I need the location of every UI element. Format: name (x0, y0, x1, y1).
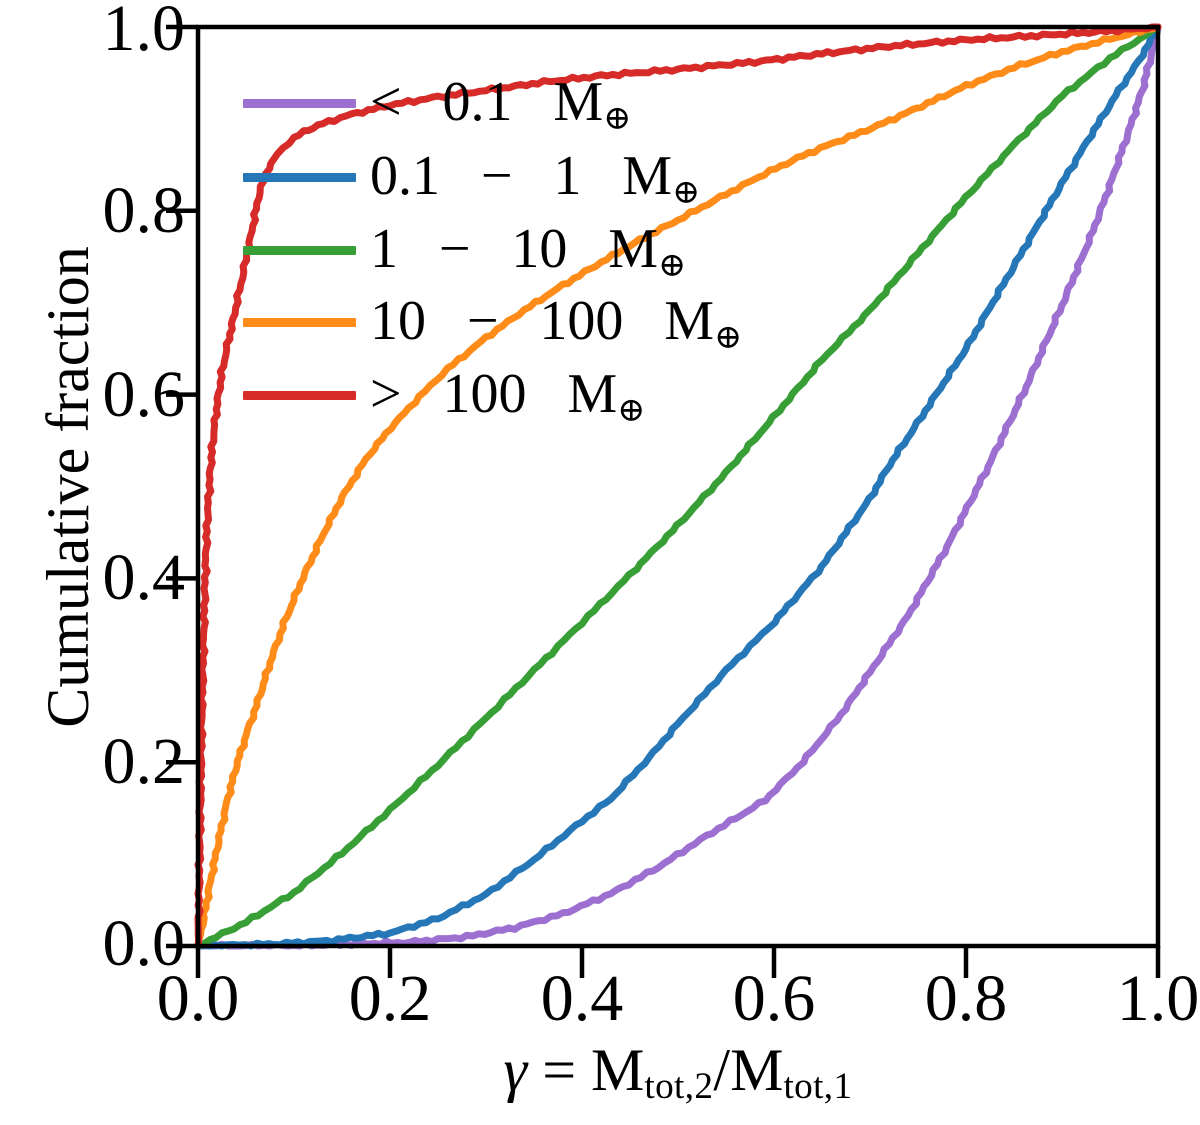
legend-label-text: 10 − 100 (370, 290, 624, 352)
y-tick-label: 0.6 (102, 358, 186, 431)
cdf-curve-lt-0p1 (194, 23, 1162, 950)
earth-symbol: ⊕ (603, 98, 632, 138)
y-tick-label: 1.0 (102, 0, 186, 65)
mass-symbol: M (730, 1037, 784, 1103)
mass-unit: M (567, 363, 618, 425)
slash: / (713, 1037, 731, 1103)
mass-subscript: tot,2 (644, 1066, 714, 1108)
legend-swatch-orange (243, 318, 356, 327)
earth-symbol: ⊕ (672, 172, 701, 212)
x-tick-label: 0.4 (540, 962, 624, 1035)
earth-symbol: ⊕ (714, 317, 743, 357)
legend-swatch-purple (243, 99, 356, 108)
x-tick-label: 0.0 (156, 962, 240, 1035)
y-tick-label: 0.0 (102, 907, 186, 980)
legend-label: 1 − 10 M⊕ (370, 217, 686, 288)
earth-symbol: ⊕ (617, 390, 646, 430)
legend-swatch-green (243, 246, 356, 255)
mass-subscript: tot,1 (783, 1066, 853, 1108)
cdf-curve-gt-100 (194, 23, 1162, 950)
y-tick-label: 0.4 (102, 541, 186, 614)
cdf-curve-0p1-1 (194, 23, 1162, 950)
equals-sign: = (527, 1037, 592, 1103)
legend-label-text: 0.1 − 1 (370, 145, 582, 207)
legend-swatch-red (243, 391, 356, 400)
mass-unit: M (664, 290, 715, 352)
x-tick-label: 0.2 (348, 962, 432, 1035)
x-tick-label: 0.8 (924, 962, 1008, 1035)
legend-label: < 0.1 M⊕ (370, 70, 631, 141)
legend-label: 10 − 100 M⊕ (370, 289, 742, 360)
x-tick-label: 0.6 (732, 962, 816, 1035)
y-tick-label: 0.2 (102, 725, 186, 798)
legend-label-text: < 0.1 (370, 71, 513, 133)
axis-ticks (166, 24, 1161, 978)
legend-label-text: > 100 (370, 363, 527, 425)
mass-unit: M (622, 145, 673, 207)
legend-label: 0.1 − 1 M⊕ (370, 144, 700, 215)
earth-symbol: ⊕ (658, 245, 687, 285)
mass-symbol: M (591, 1037, 645, 1103)
x-tick-label: 1.0 (1116, 962, 1200, 1035)
legend-swatch-blue (243, 173, 356, 182)
y-tick-label: 0.8 (102, 174, 186, 247)
x-axis-label: γ = Mtot,2/Mtot,1 (348, 1036, 1008, 1108)
y-axis-label: Cumulative fraction (35, 246, 101, 728)
gamma-symbol: γ (503, 1037, 528, 1103)
cdf-curves (194, 23, 1162, 950)
mass-unit: M (553, 71, 604, 133)
cdf-curve-1-10 (194, 23, 1162, 950)
legend-label-text: 1 − 10 (370, 218, 568, 280)
plot-frame (195, 24, 1161, 949)
cdf-curve-10-100 (194, 23, 1162, 950)
legend-label: > 100 M⊕ (370, 362, 645, 433)
mass-unit: M (608, 218, 659, 280)
